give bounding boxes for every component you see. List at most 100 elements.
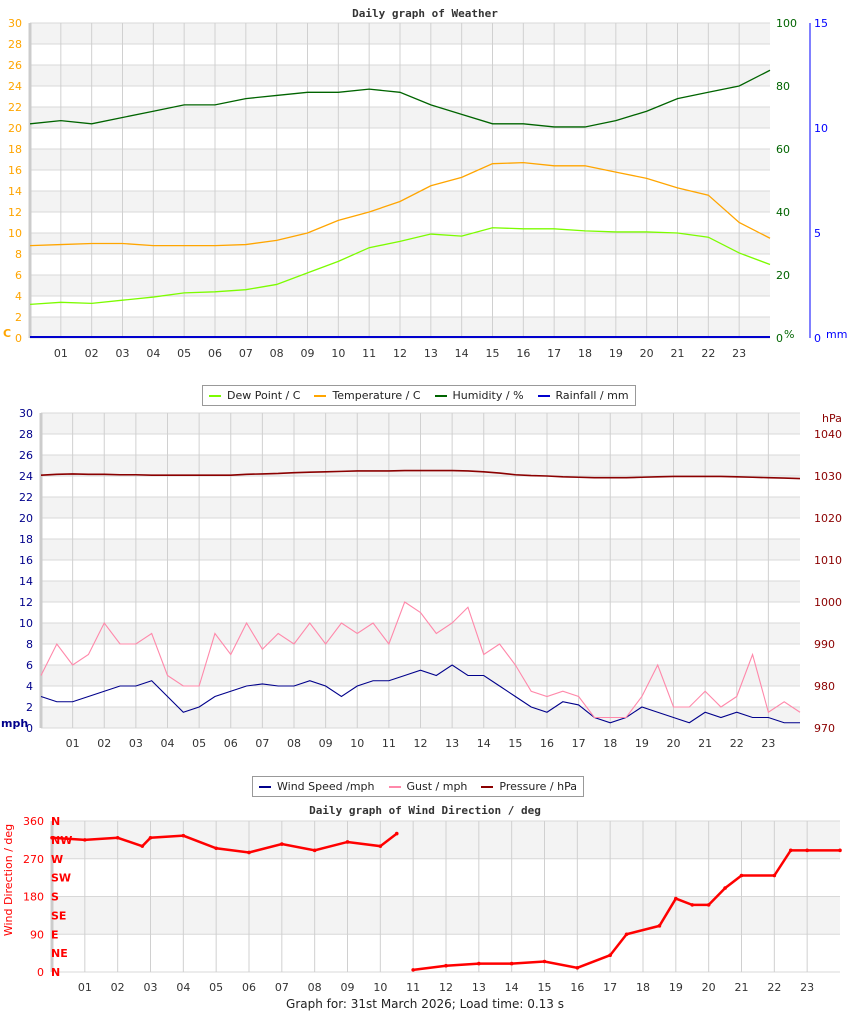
- wind-xtick-label: 03: [129, 737, 143, 750]
- left-tick-label: 16: [8, 164, 22, 177]
- left-tick-label: 24: [8, 80, 22, 93]
- weather-xtick-label: 14: [455, 347, 469, 360]
- wind-xtick-label: 09: [319, 737, 333, 750]
- winddir-xtick-label: 03: [144, 981, 158, 994]
- compass-label: NE: [51, 947, 68, 960]
- wind-xtick-label: 19: [635, 737, 649, 750]
- weather-xtick-label: 13: [424, 347, 438, 360]
- weather-xtick-label: 17: [547, 347, 561, 360]
- pressure-tick-label: 980: [814, 680, 835, 693]
- rainfall-tick-label: 5: [814, 227, 821, 240]
- wind-xtick-label: 01: [66, 737, 80, 750]
- compass-label: N: [51, 966, 60, 979]
- left-tick-label: 8: [15, 248, 22, 261]
- wind-direction-point: [575, 966, 580, 970]
- wind-direction-point: [838, 848, 842, 853]
- wind-xtick-label: 07: [255, 737, 269, 750]
- humidity-tick-label: 0: [776, 332, 783, 345]
- left-tick-label: 30: [19, 407, 33, 420]
- wind-xtick-label: 17: [572, 737, 586, 750]
- left-tick-label: 14: [19, 575, 33, 588]
- left-tick-label: 4: [15, 290, 22, 303]
- wind-xtick-label: 18: [603, 737, 617, 750]
- winddir-xtick-label: 08: [308, 981, 322, 994]
- legend-dewpoint: Dew Point / C: [209, 389, 300, 402]
- humidity-tick-label: 80: [776, 80, 790, 93]
- left-tick-label: 180: [23, 891, 44, 904]
- winddir-xtick-label: 02: [111, 981, 125, 994]
- legend-pressure: Pressure / hPa: [481, 780, 577, 793]
- wind-direction-point: [444, 963, 448, 968]
- compass-label: E: [51, 928, 59, 941]
- wind-xtick-label: 10: [350, 737, 364, 750]
- legend-temperature: Temperature / C: [314, 389, 421, 402]
- wind-xtick-label: 11: [382, 737, 396, 750]
- winddir-xtick-label: 12: [439, 981, 453, 994]
- weather-xtick-label: 19: [609, 347, 623, 360]
- pressure-tick-label: 1020: [814, 512, 842, 525]
- left-tick-label: 2: [15, 311, 22, 324]
- winddir-xtick-label: 06: [242, 981, 256, 994]
- rainfall-unit: mm: [826, 328, 847, 341]
- left-tick-label: 30: [8, 17, 22, 30]
- left-tick-label: 18: [19, 533, 33, 546]
- legend-gust: Gust / mph: [388, 780, 467, 793]
- winddir-xtick-label: 15: [538, 981, 552, 994]
- wind-xtick-label: 08: [287, 737, 301, 750]
- weather-xtick-label: 18: [578, 347, 592, 360]
- wind-direction-segment: [413, 849, 840, 972]
- winddir-xtick-label: 19: [669, 981, 683, 994]
- wind-direction-point: [214, 846, 218, 851]
- wind-xtick-label: 02: [97, 737, 111, 750]
- wind-direction-point: [788, 848, 793, 853]
- pressure-tick-label: 1000: [814, 596, 842, 609]
- humidity-tick-label: 20: [776, 269, 790, 282]
- weather-xtick-label: 09: [301, 347, 315, 360]
- weather-xtick-label: 12: [393, 347, 407, 360]
- weather-xtick-label: 22: [701, 347, 715, 360]
- compass-label: N: [51, 815, 60, 828]
- humidity-tick-label: 60: [776, 143, 790, 156]
- left-tick-label: 20: [19, 512, 33, 525]
- winddir-xtick-label: 16: [570, 981, 584, 994]
- left-tick-label: 270: [23, 853, 44, 866]
- left-tick-label: 8: [26, 638, 33, 651]
- legend-wind-speed: Wind Speed /mph: [259, 780, 375, 793]
- left-tick-label: 14: [8, 185, 22, 198]
- wind-direction-point: [345, 840, 350, 844]
- wind-direction-point: [690, 903, 695, 907]
- wind-direction-point: [542, 959, 547, 964]
- wind-direction-point: [674, 896, 678, 901]
- wind-xtick-label: 21: [698, 737, 712, 750]
- series-pressure: [40, 469, 801, 480]
- winddir-xtick-label: 10: [373, 981, 387, 994]
- left-tick-label: 24: [19, 470, 33, 483]
- wind-direction-point: [280, 842, 284, 846]
- left-tick-label: 28: [19, 428, 33, 441]
- rainfall-tick-label: 10: [814, 122, 828, 135]
- wind-direction-point: [394, 831, 399, 836]
- wind-direction-point: [772, 873, 777, 878]
- wind-direction-point: [181, 833, 186, 838]
- wind-direction-point: [509, 961, 514, 966]
- left-tick-label: 360: [23, 815, 44, 828]
- legend-humidity: Humidity / %: [434, 389, 524, 402]
- pressure-unit: hPa: [822, 412, 842, 425]
- series-dew: [29, 227, 771, 306]
- wind-direction-point: [723, 886, 727, 890]
- footer: Graph for: 31st March 2026; Load time: 0…: [286, 997, 564, 1011]
- winddir-xtick-label: 21: [735, 981, 749, 994]
- wind-direction-point: [805, 848, 809, 853]
- chart-title: Daily graph of Wind Direction / deg: [309, 804, 541, 817]
- winddir-xtick-label: 11: [406, 981, 420, 994]
- left-tick-label: 10: [8, 227, 22, 240]
- wind-xtick-label: 16: [540, 737, 554, 750]
- left-tick-label: 18: [8, 143, 22, 156]
- wind-xtick-label: 22: [730, 737, 744, 750]
- series-gust: [40, 601, 801, 719]
- humidity-tick-label: 100: [776, 17, 797, 30]
- weather-xtick-label: 01: [54, 347, 68, 360]
- compass-label: SW: [51, 872, 71, 885]
- weather-xtick-label: 05: [177, 347, 191, 360]
- winddir-xtick-label: 18: [636, 981, 650, 994]
